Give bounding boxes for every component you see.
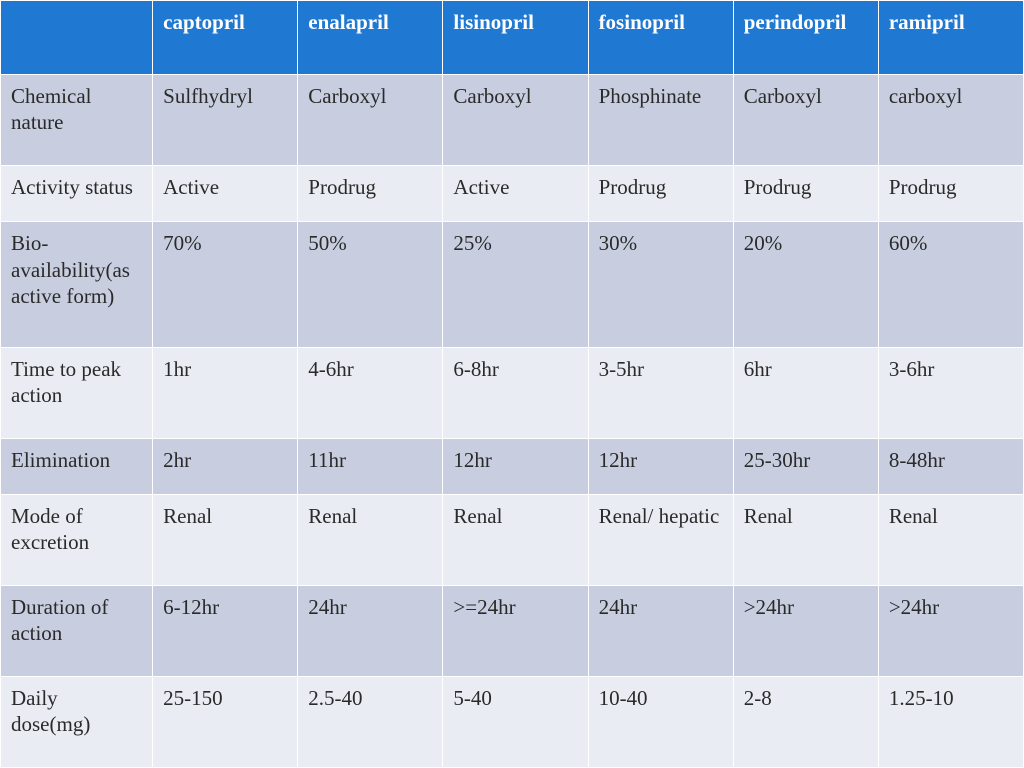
cell: 50% [298, 222, 443, 347]
cell: Carboxyl [298, 75, 443, 166]
cell: Renal [298, 495, 443, 586]
row-label: Duration of action [1, 586, 153, 677]
cell: 25% [443, 222, 588, 347]
cell: Prodrug [878, 165, 1023, 222]
cell: 12hr [443, 438, 588, 495]
cell: 25-30hr [733, 438, 878, 495]
col-header-ramipril: ramipril [878, 1, 1023, 75]
table-row: Activity status Active Prodrug Active Pr… [1, 165, 1024, 222]
cell: 6hr [733, 347, 878, 438]
cell: Renal [878, 495, 1023, 586]
table-row: Duration of action 6-12hr 24hr >=24hr 24… [1, 586, 1024, 677]
cell: 8-48hr [878, 438, 1023, 495]
cell: 5-40 [443, 677, 588, 768]
cell: Prodrug [298, 165, 443, 222]
col-header-captopril: captopril [153, 1, 298, 75]
cell: carboxyl [878, 75, 1023, 166]
cell: 2hr [153, 438, 298, 495]
cell: Prodrug [733, 165, 878, 222]
col-header-enalapril: enalapril [298, 1, 443, 75]
row-label: Time to peak action [1, 347, 153, 438]
col-header-fosinopril: fosinopril [588, 1, 733, 75]
cell: 20% [733, 222, 878, 347]
col-header-lisinopril: lisinopril [443, 1, 588, 75]
cell: 25-150 [153, 677, 298, 768]
cell: Carboxyl [443, 75, 588, 166]
table-header-row: captopril enalapril lisinopril fosinopri… [1, 1, 1024, 75]
cell: 2-8 [733, 677, 878, 768]
row-label: Chemical nature [1, 75, 153, 166]
cell: 60% [878, 222, 1023, 347]
row-label: Mode of excretion [1, 495, 153, 586]
table-row: Daily dose(mg) 25-150 2.5-40 5-40 10-40 … [1, 677, 1024, 768]
cell: 70% [153, 222, 298, 347]
drug-comparison-table: captopril enalapril lisinopril fosinopri… [0, 0, 1024, 768]
row-label: Elimination [1, 438, 153, 495]
cell: Sulfhydryl [153, 75, 298, 166]
cell: Carboxyl [733, 75, 878, 166]
cell: 11hr [298, 438, 443, 495]
cell: 24hr [588, 586, 733, 677]
cell: >24hr [733, 586, 878, 677]
cell: 3-6hr [878, 347, 1023, 438]
cell: Renal [733, 495, 878, 586]
cell: 4-6hr [298, 347, 443, 438]
cell: 1.25-10 [878, 677, 1023, 768]
cell: 30% [588, 222, 733, 347]
col-header-blank [1, 1, 153, 75]
cell: Renal [443, 495, 588, 586]
row-label: Bio-availability(as active form) [1, 222, 153, 347]
row-label: Activity status [1, 165, 153, 222]
table-row: Time to peak action 1hr 4-6hr 6-8hr 3-5h… [1, 347, 1024, 438]
cell: 3-5hr [588, 347, 733, 438]
cell: 12hr [588, 438, 733, 495]
cell: Active [153, 165, 298, 222]
table-row: Chemical nature Sulfhydryl Carboxyl Carb… [1, 75, 1024, 166]
cell: Renal [153, 495, 298, 586]
table-row: Mode of excretion Renal Renal Renal Rena… [1, 495, 1024, 586]
cell: 10-40 [588, 677, 733, 768]
cell: 6-12hr [153, 586, 298, 677]
cell: Renal/ hepatic [588, 495, 733, 586]
cell: 6-8hr [443, 347, 588, 438]
cell: 1hr [153, 347, 298, 438]
table-row: Bio-availability(as active form) 70% 50%… [1, 222, 1024, 347]
table-row: Elimination 2hr 11hr 12hr 12hr 25-30hr 8… [1, 438, 1024, 495]
row-label: Daily dose(mg) [1, 677, 153, 768]
cell: Phosphinate [588, 75, 733, 166]
cell: 2.5-40 [298, 677, 443, 768]
cell: >24hr [878, 586, 1023, 677]
col-header-perindopril: perindopril [733, 1, 878, 75]
cell: >=24hr [443, 586, 588, 677]
cell: Prodrug [588, 165, 733, 222]
cell: 24hr [298, 586, 443, 677]
cell: Active [443, 165, 588, 222]
